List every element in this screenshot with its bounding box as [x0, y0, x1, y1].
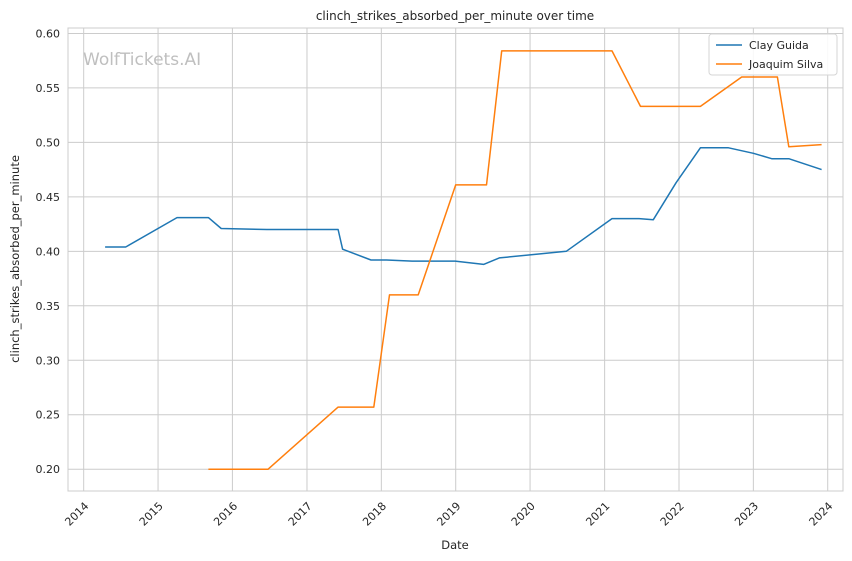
series-lines: [105, 50, 822, 470]
y-tick-label: 0.35: [36, 300, 61, 313]
y-tick-label: 0.45: [36, 191, 61, 204]
y-tick-label: 0.20: [36, 463, 61, 476]
series-line-clay-guida: [105, 147, 822, 266]
legend: Clay Guida Joaquim Silva: [708, 33, 838, 76]
y-tick-label: 0.30: [36, 354, 61, 367]
series-line-joaquim-silva: [208, 50, 822, 470]
chart-title: clinch_strikes_absorbed_per_minute over …: [316, 9, 594, 23]
x-axis-label: Date: [441, 538, 469, 552]
watermark-text: WolfTickets.AI: [83, 50, 201, 70]
grid-lines: [68, 28, 843, 491]
y-axis-ticks: 0.20 0.25 0.30 0.35 0.40 0.45 0.50 0.55 0.60: [36, 27, 61, 476]
y-tick-label: 0.50: [36, 136, 61, 149]
legend-label-clay-guida: Clay Guida: [749, 39, 809, 52]
y-tick-label: 0.60: [36, 27, 61, 40]
y-tick-label: 0.55: [36, 82, 61, 95]
plot-frame: [67, 27, 844, 492]
y-axis-label: clinch_strikes_absorbed_per_minute: [8, 155, 22, 363]
legend-label-joaquim-silva: Joaquim Silva: [748, 58, 823, 71]
y-tick-label: 0.40: [36, 245, 61, 258]
y-tick-label: 0.25: [36, 409, 61, 422]
